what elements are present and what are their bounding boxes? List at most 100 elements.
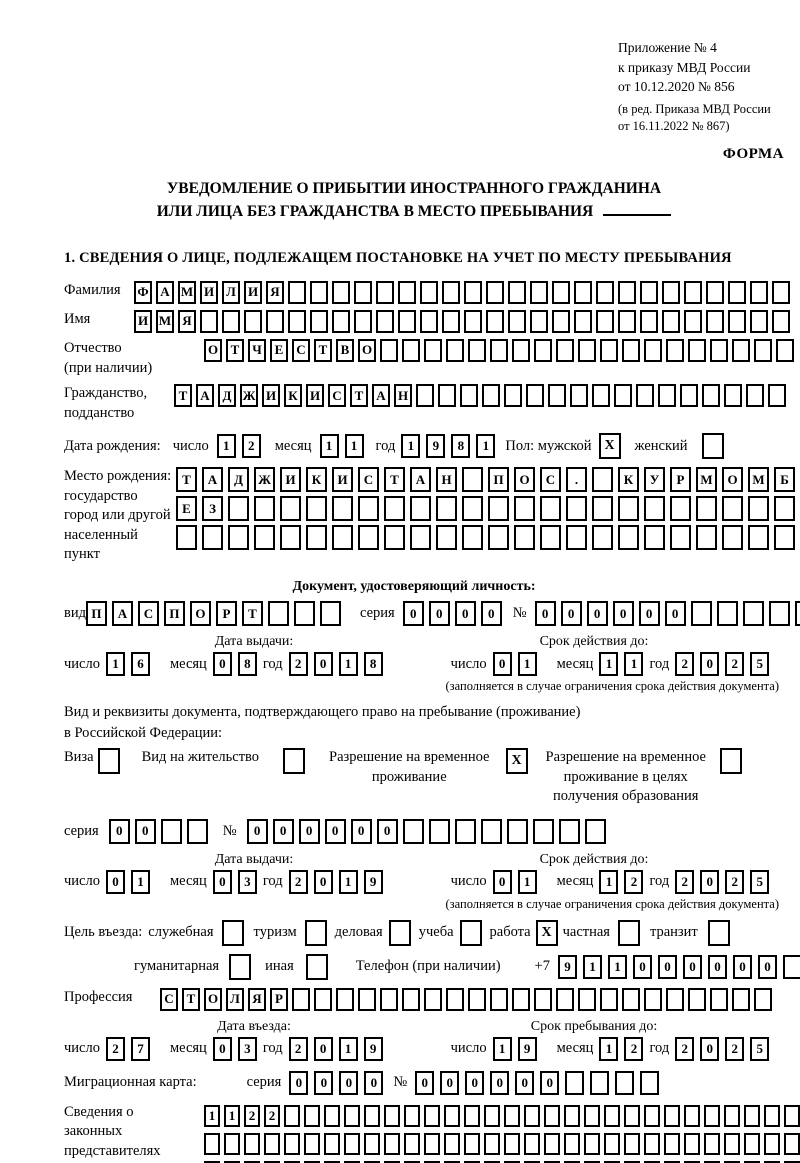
char-box[interactable]: Н <box>436 467 457 493</box>
char-box[interactable]: Л <box>222 280 240 304</box>
char-box[interactable]: 1 <box>338 652 358 676</box>
char-box[interactable] <box>750 280 768 304</box>
char-box[interactable]: 2 <box>288 1036 308 1061</box>
char-box[interactable]: 1 <box>105 652 125 676</box>
char-box[interactable] <box>530 309 548 333</box>
char-box[interactable]: Т <box>241 601 263 626</box>
char-box[interactable] <box>332 280 350 304</box>
char-box[interactable]: 0 <box>402 601 424 626</box>
char-box[interactable] <box>204 1160 220 1163</box>
char-box[interactable] <box>244 309 262 333</box>
char-box[interactable]: И <box>280 467 301 493</box>
char-box[interactable]: Т <box>174 384 192 408</box>
char-box[interactable]: Т <box>176 467 197 493</box>
char-box[interactable] <box>640 309 658 333</box>
char-box[interactable] <box>784 1104 800 1127</box>
char-box[interactable]: 5 <box>750 1036 770 1061</box>
char-box[interactable]: 1 <box>401 434 421 459</box>
char-box[interactable] <box>332 309 350 333</box>
char-box[interactable] <box>344 1104 360 1127</box>
char-box[interactable] <box>508 309 526 333</box>
char-box[interactable]: 2 <box>288 652 308 676</box>
char-box[interactable]: 0 <box>246 818 268 844</box>
char-box[interactable] <box>584 1132 600 1155</box>
char-box[interactable] <box>764 1104 780 1127</box>
char-box[interactable]: П <box>163 601 185 626</box>
char-box[interactable] <box>644 1104 660 1127</box>
char-box[interactable] <box>402 987 420 1011</box>
char-box[interactable] <box>618 309 636 333</box>
char-box[interactable] <box>336 987 354 1011</box>
char-box[interactable] <box>592 384 610 408</box>
char-box[interactable] <box>490 987 508 1011</box>
char-box[interactable]: 0 <box>313 1036 333 1061</box>
char-box[interactable]: 0 <box>638 601 660 626</box>
char-box[interactable]: 1 <box>599 652 619 676</box>
char-box[interactable] <box>266 309 284 333</box>
char-box[interactable] <box>600 338 618 362</box>
char-box[interactable] <box>304 1104 320 1127</box>
char-box[interactable] <box>204 1132 220 1155</box>
char-box[interactable] <box>565 1070 585 1095</box>
char-box[interactable] <box>488 525 509 551</box>
char-box[interactable] <box>454 818 476 844</box>
char-box[interactable] <box>776 338 794 362</box>
sex-male-checkbox[interactable]: X <box>598 433 621 460</box>
char-box[interactable] <box>306 496 327 522</box>
char-box[interactable]: 1 <box>344 434 364 459</box>
char-box[interactable] <box>202 525 223 551</box>
char-box[interactable] <box>774 496 795 522</box>
char-box[interactable]: 0 <box>313 652 333 676</box>
char-box[interactable]: 2 <box>244 1104 260 1127</box>
char-box[interactable] <box>384 1104 400 1127</box>
char-box[interactable]: 1 <box>624 652 644 676</box>
char-box[interactable]: В <box>336 338 354 362</box>
char-box[interactable]: М <box>696 467 717 493</box>
char-box[interactable]: 8 <box>363 652 383 676</box>
char-box[interactable] <box>442 280 460 304</box>
char-box[interactable] <box>534 338 552 362</box>
char-box[interactable] <box>640 1070 660 1095</box>
char-box[interactable] <box>578 987 596 1011</box>
char-box[interactable] <box>748 525 769 551</box>
char-box[interactable] <box>332 525 353 551</box>
char-box[interactable] <box>484 1160 500 1163</box>
char-box[interactable] <box>724 384 742 408</box>
char-box[interactable] <box>480 818 502 844</box>
char-box[interactable]: 2 <box>241 434 261 459</box>
char-box[interactable] <box>644 496 665 522</box>
char-box[interactable] <box>224 1132 240 1155</box>
purpose-study-checkbox[interactable] <box>459 919 482 946</box>
char-box[interactable] <box>532 818 554 844</box>
char-box[interactable] <box>534 987 552 1011</box>
char-box[interactable]: 0 <box>364 1070 384 1095</box>
char-box[interactable] <box>384 525 405 551</box>
char-box[interactable]: Т <box>314 338 332 362</box>
char-box[interactable] <box>438 384 456 408</box>
char-box[interactable]: Ж <box>254 467 275 493</box>
char-box[interactable] <box>604 1132 620 1155</box>
char-box[interactable] <box>764 1132 780 1155</box>
char-box[interactable] <box>604 1160 620 1163</box>
char-box[interactable]: Т <box>182 987 200 1011</box>
char-box[interactable] <box>380 987 398 1011</box>
char-box[interactable]: 0 <box>757 954 777 979</box>
char-box[interactable]: 0 <box>298 818 320 844</box>
char-box[interactable] <box>704 1104 720 1127</box>
char-box[interactable] <box>684 1132 700 1155</box>
char-box[interactable]: 1 <box>599 869 619 894</box>
char-box[interactable] <box>484 1132 500 1155</box>
char-box[interactable] <box>722 496 743 522</box>
char-box[interactable] <box>624 1104 640 1127</box>
char-box[interactable] <box>200 309 218 333</box>
char-box[interactable] <box>732 987 750 1011</box>
char-box[interactable] <box>354 280 372 304</box>
char-box[interactable]: Р <box>270 987 288 1011</box>
char-box[interactable] <box>744 1132 760 1155</box>
char-box[interactable] <box>376 309 394 333</box>
char-box[interactable] <box>284 1104 300 1127</box>
char-box[interactable] <box>574 280 592 304</box>
char-box[interactable]: О <box>722 467 743 493</box>
char-box[interactable] <box>404 1104 420 1127</box>
purpose-official-checkbox[interactable] <box>221 919 244 946</box>
